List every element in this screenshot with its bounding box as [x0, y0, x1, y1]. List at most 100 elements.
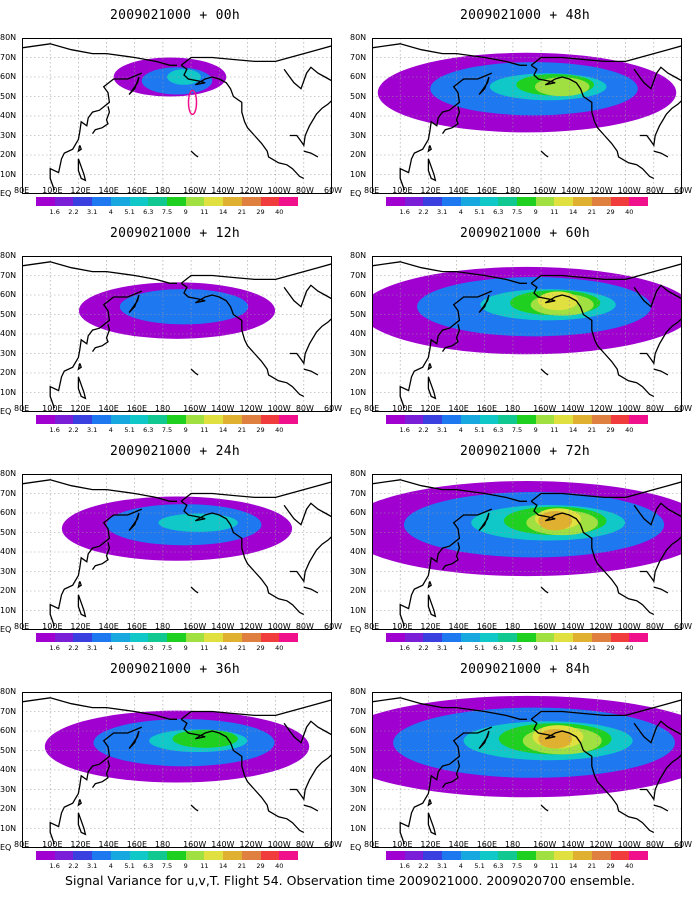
colorbar-swatch [73, 197, 93, 206]
colorbar: 1.6 2.2 3.1 4 5.1 6.3 7.5 9 11 14 21 29 40 [386, 415, 649, 435]
colorbar-label: 40 [275, 644, 284, 652]
lon-tick-label: 160W [183, 840, 207, 849]
colorbar-swatch [54, 851, 74, 860]
map-area [21, 474, 333, 630]
coastline [49, 72, 143, 191]
lat-tick-label: 60N [350, 508, 367, 517]
colorbar-label: 14 [569, 644, 578, 652]
coastline [91, 542, 111, 570]
colorbar-swatch [54, 633, 74, 642]
lon-tick-label: 140W [211, 186, 235, 195]
map-area [343, 474, 700, 630]
variance-contour [538, 511, 573, 531]
colorbar-swatch [591, 197, 612, 206]
colorbar-label: 2.2 [418, 862, 429, 870]
colorbar-swatch [223, 633, 243, 642]
colorbar-swatch [148, 197, 168, 206]
coastline [427, 799, 432, 807]
colorbar-swatch [517, 197, 537, 206]
colorbar-swatch [223, 197, 243, 206]
coastline [190, 368, 199, 376]
figure-caption: Signal Variance for u,v,T. Flight 54. Ob… [65, 873, 635, 888]
lon-tick-label: 100W [617, 404, 641, 413]
colorbar-label: 2.2 [68, 862, 79, 870]
colorbar-label: 7.5 [511, 208, 523, 216]
colorbar-swatch [241, 415, 262, 424]
coastline [653, 368, 669, 376]
lat-tick-label: 10N [0, 169, 17, 179]
coastline [128, 76, 140, 95]
lat-tick-label: 50N [350, 745, 367, 755]
lon-tick-label: 160W [183, 186, 207, 195]
lat-tick-label: 30N [350, 566, 367, 576]
lon-tick-label: 60W [324, 186, 343, 195]
lat-tick-label: 50N [350, 527, 367, 537]
colorbar-swatch [498, 851, 518, 860]
coastline [283, 66, 333, 90]
lon-tick-label: 140E [448, 186, 469, 195]
colorbar-swatch [92, 851, 112, 860]
colorbar-swatch [573, 851, 593, 860]
colorbar-swatch [204, 415, 224, 424]
colorbar-label: 5.1 [474, 208, 485, 216]
coastline [289, 753, 333, 802]
coastline [77, 158, 87, 182]
colorbar-label: 29 [606, 426, 615, 434]
lat-tick-label: 50N [0, 309, 17, 319]
lon-tick-label: 140W [561, 840, 585, 849]
lon-tick-label: 140E [98, 186, 119, 195]
lat-tick-label: 20N [350, 150, 367, 159]
colorbar-label: 5.1 [474, 862, 485, 870]
colorbar-swatch [442, 851, 462, 860]
lon-tick-label: 80W [645, 186, 664, 195]
coastline [530, 64, 655, 179]
lat-tick-label: 10N [0, 823, 17, 833]
lon-tick-label: 80W [295, 840, 314, 849]
colorbar-label: 6.3 [493, 644, 504, 652]
colorbar: 1.6 2.2 3.1 4 5.1 6.3 7.5 9 11 14 21 29 40 [386, 197, 649, 217]
map-frame [22, 38, 332, 194]
lat-tick-label: 60N [0, 726, 17, 735]
coastline [91, 760, 111, 788]
coastline [180, 699, 333, 720]
map-frame [22, 692, 332, 848]
lon-tick-label: 140E [98, 622, 119, 631]
coastline [371, 261, 527, 284]
colorbar-swatch [36, 851, 56, 860]
lat-tick-label: 10N [0, 605, 17, 615]
lat-tick-label: 20N [350, 804, 367, 813]
colorbar-label: 40 [625, 862, 634, 870]
colorbar-label: 14 [569, 208, 578, 216]
colorbar-swatch [629, 851, 649, 860]
coastline [427, 812, 437, 836]
coastline [49, 726, 143, 845]
lon-tick-label: 80W [645, 404, 664, 413]
map-area [21, 256, 333, 412]
colorbar-swatch [129, 633, 149, 642]
lat-tick-label: 70N [0, 52, 17, 62]
colorbar-label: 9 [183, 862, 188, 870]
lon-tick-label: 80E [364, 622, 380, 631]
colorbar-swatch [36, 633, 56, 642]
colorbar-swatch [573, 415, 593, 424]
panel-title: 2009021000 + 72h [459, 444, 591, 459]
colorbar-label: 5.1 [124, 644, 135, 652]
lon-tick-label: 140E [98, 404, 119, 413]
lon-tick-label: 160W [533, 404, 557, 413]
map-area [371, 38, 683, 194]
colorbar-label: 14 [219, 644, 228, 652]
coastline [441, 542, 461, 570]
coastline [91, 106, 111, 134]
panel-title: 2009021000 + 36h [109, 662, 241, 677]
lon-tick-label: 160E [476, 622, 498, 631]
lon-tick-label: 120E [70, 404, 91, 413]
lon-tick-label: 60W [674, 840, 693, 849]
colorbar-swatch [460, 851, 481, 860]
colorbar-label: 1.6 [49, 208, 60, 216]
lon-tick-label: 140W [561, 622, 585, 631]
coastline [478, 76, 490, 95]
colorbar-swatch [167, 415, 187, 424]
colorbar-swatch [92, 415, 112, 424]
coastline [283, 502, 333, 526]
lat-tick-label: 80N [0, 687, 17, 696]
